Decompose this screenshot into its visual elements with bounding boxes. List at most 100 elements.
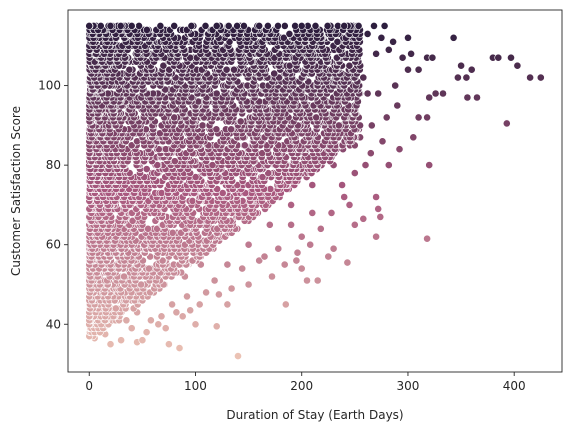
scatter-point xyxy=(202,288,210,297)
scatter-point xyxy=(395,145,404,154)
scatter-point xyxy=(122,316,131,325)
scatter-point xyxy=(507,53,515,62)
scatter-point xyxy=(367,121,376,130)
scatter-point xyxy=(467,65,476,74)
scatter-point xyxy=(172,308,181,317)
scatter-point xyxy=(306,240,315,249)
scatter-point xyxy=(287,200,295,209)
scatter-point xyxy=(313,276,322,285)
scatter-point xyxy=(404,65,412,74)
scatter-point xyxy=(145,264,153,273)
scatter-point xyxy=(137,280,145,289)
scatter-point xyxy=(425,161,434,169)
scatter-point xyxy=(391,81,400,90)
scatter-point xyxy=(238,264,247,273)
scatter-point xyxy=(157,312,166,321)
scatter-point xyxy=(384,161,393,169)
scatter-point xyxy=(164,340,173,349)
scatter-point xyxy=(168,228,177,237)
scatter-point xyxy=(127,324,136,333)
scatter-point xyxy=(280,260,289,269)
scatter-point xyxy=(343,258,352,267)
scatter-point xyxy=(227,125,235,134)
scatter-point xyxy=(260,252,269,261)
scatter-point xyxy=(212,125,221,134)
scatter-point xyxy=(363,89,372,98)
scatter-point xyxy=(374,204,383,213)
scatter-point xyxy=(303,276,311,285)
scatter-point xyxy=(361,161,370,169)
scatter-point xyxy=(142,165,151,173)
scatter-point xyxy=(513,61,522,70)
scatter-point xyxy=(106,340,115,349)
scatter-point xyxy=(281,300,290,309)
scatter-point xyxy=(439,89,447,98)
scatter-point xyxy=(175,344,184,352)
scatter-point xyxy=(338,181,346,189)
scatter-point xyxy=(195,300,204,309)
scatter-point xyxy=(425,93,434,102)
scatter-point xyxy=(502,119,511,128)
scatter-point xyxy=(212,89,221,98)
scatter-point xyxy=(227,284,236,293)
scatter-point xyxy=(414,65,423,74)
scatter-point xyxy=(236,117,245,126)
scatter-point xyxy=(188,196,197,205)
scatter-point xyxy=(214,290,223,299)
scatter-point xyxy=(146,316,155,325)
scatter-point xyxy=(526,73,534,82)
scatter-point xyxy=(287,220,295,229)
scatter-point xyxy=(244,280,253,289)
scatter-point xyxy=(350,169,359,177)
scatter-point xyxy=(372,193,380,201)
scatter-point xyxy=(191,320,200,329)
scatter-point xyxy=(111,304,120,313)
scatter-point xyxy=(210,276,219,285)
scatter-point xyxy=(382,113,391,122)
scatter-point xyxy=(345,200,354,209)
scatter-point xyxy=(378,137,387,146)
scatter-point xyxy=(384,45,393,54)
scatter-point xyxy=(414,113,423,122)
scatter-point xyxy=(340,193,349,201)
scatter-point xyxy=(462,73,471,82)
scatter-point xyxy=(117,336,125,345)
scatter-point xyxy=(265,220,274,229)
scatter-point xyxy=(244,240,253,249)
scatter-point xyxy=(240,141,249,150)
scatter-point xyxy=(230,65,238,74)
scatter-point xyxy=(473,93,481,102)
scatter-point xyxy=(293,248,302,257)
scatter-point xyxy=(178,312,187,321)
scatter-point xyxy=(161,324,170,333)
scatter-point xyxy=(431,89,440,98)
scatter-point xyxy=(292,256,301,265)
scatter-point xyxy=(453,73,462,82)
scatter-point xyxy=(154,320,163,329)
scatter-points xyxy=(85,21,545,360)
scatter-point xyxy=(198,121,207,130)
scatter-point xyxy=(268,272,276,281)
scatter-point xyxy=(316,224,325,233)
scatter-point xyxy=(463,93,472,102)
scatter-point xyxy=(222,65,231,74)
scatter-point xyxy=(366,149,375,158)
scatter-point xyxy=(376,212,385,221)
scatter-point xyxy=(494,53,503,62)
scatter-point xyxy=(350,220,359,229)
scatter-point xyxy=(398,53,407,62)
scatter-point xyxy=(274,244,283,253)
scatter-point xyxy=(212,322,221,331)
scatter-point xyxy=(308,208,317,217)
scatter-point xyxy=(186,306,195,315)
scatter-point xyxy=(372,232,380,241)
scatter-point xyxy=(329,244,338,253)
scatter-point xyxy=(374,89,383,98)
scatter-point xyxy=(423,234,431,243)
scatter-point xyxy=(423,113,431,122)
scatter-point xyxy=(183,292,191,301)
scatter-point xyxy=(168,300,176,309)
scatter-point xyxy=(297,232,306,241)
scatter-point xyxy=(223,260,232,269)
